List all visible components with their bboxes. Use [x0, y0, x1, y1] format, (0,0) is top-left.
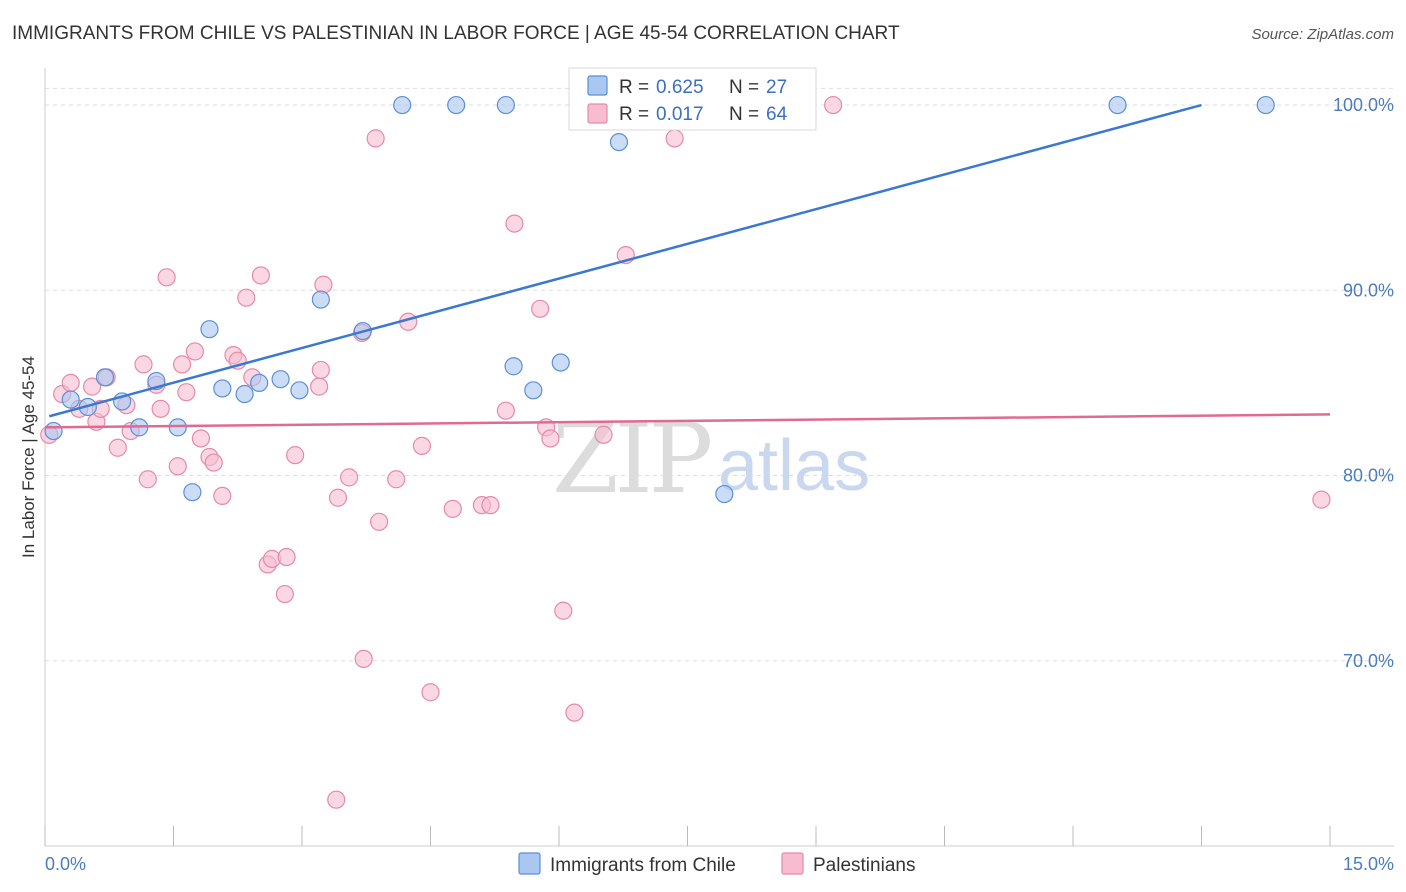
- palestinians-point-60: [665, 129, 684, 148]
- y-tick-label-80: 80.0%: [1343, 466, 1394, 486]
- palestinians-point-63: [1312, 490, 1331, 509]
- chile-trend-line: [48, 103, 1202, 418]
- chile-point-10: [213, 379, 232, 398]
- palestinians-point-62: [824, 95, 843, 115]
- chile-point-17: [393, 95, 412, 115]
- palestinians-point-15: [157, 268, 176, 287]
- series-legend-pal-swatch: [781, 852, 804, 875]
- palestinians-point-57: [565, 703, 584, 722]
- chart-source: Source: ZipAtlas.com: [1251, 26, 1394, 43]
- palestinians-point-37: [327, 790, 346, 809]
- chile-point-23: [609, 132, 629, 152]
- palestinians-point-2: [61, 373, 80, 393]
- legend-pal-n-label: N =: [729, 104, 759, 125]
- palestinians-point-43: [370, 512, 389, 531]
- legend-pal-r-label: R =: [619, 104, 649, 125]
- palestinians-point-42: [366, 129, 385, 148]
- palestinians-point-20: [191, 429, 211, 448]
- palestinians-point-38: [328, 488, 348, 507]
- chile-points: [44, 95, 1275, 504]
- chile-point-7: [168, 418, 187, 437]
- palestinians-point-8: [108, 438, 127, 457]
- palestinians-point-50: [481, 496, 500, 515]
- series-legend-pal-label: Palestinians: [813, 855, 915, 876]
- palestinians-point-18: [177, 383, 196, 402]
- palestinians-point-52: [505, 214, 524, 233]
- series-legend: Immigrants from Chile Palestinians: [518, 852, 915, 876]
- palestinians-point-47: [421, 683, 440, 702]
- x-axis-ticks: [44, 826, 1331, 846]
- palestinians-point-41: [354, 649, 373, 669]
- palestinians-point-36: [314, 275, 333, 294]
- palestinians-point-35: [311, 360, 330, 380]
- legend-chile-r-value: 0.625: [656, 77, 704, 98]
- palestinians-point-23: [213, 486, 232, 505]
- chile-point-18: [447, 95, 466, 115]
- chile-point-24: [715, 484, 734, 504]
- correlation-legend: R = 0.625 N = 27 R = 0.017 N = 64: [568, 67, 817, 131]
- palestinians-point-14: [151, 399, 170, 418]
- palestinians-point-22: [204, 453, 223, 472]
- legend-chile-n-value: 27: [766, 77, 787, 98]
- legend-pal-r-value: 0.017: [656, 104, 704, 125]
- chile-point-11: [235, 384, 254, 404]
- palestinians-point-33: [286, 446, 305, 465]
- chart-title: IMMIGRANTS FROM CHILE VS PALESTINIAN IN …: [12, 23, 900, 44]
- palestinians-point-19: [185, 342, 205, 361]
- chile-point-8: [183, 483, 202, 502]
- palestinians-point-4: [83, 377, 102, 396]
- chile-point-14: [290, 381, 309, 400]
- palestinians-point-12: [138, 470, 157, 489]
- palestinians-point-56: [554, 601, 573, 620]
- chile-point-26: [1256, 95, 1275, 115]
- y-axis-label: In Labor Force | Age 45-54: [19, 356, 38, 558]
- palestinians-point-32: [277, 547, 296, 567]
- palestinians-point-11: [134, 355, 153, 374]
- palestinians-point-46: [412, 436, 432, 455]
- x-tick-label-max: 15.0%: [1343, 854, 1394, 874]
- legend-pal-n-value: 64: [766, 104, 788, 125]
- y-tick-label-100: 100.0%: [1333, 95, 1394, 115]
- chile-point-25: [1108, 95, 1127, 115]
- x-tick-label-min: 0.0%: [45, 854, 86, 874]
- chile-point-13: [271, 370, 290, 389]
- palestinians-point-34: [310, 377, 329, 396]
- chile-point-9: [200, 320, 219, 339]
- palestinians-point-39: [340, 468, 359, 487]
- palestinians-point-16: [168, 457, 187, 476]
- chile-point-12: [250, 373, 269, 393]
- palestinians-point-31: [275, 584, 294, 604]
- y-axis-tick-labels: 70.0% 80.0% 90.0% 100.0%: [1333, 95, 1394, 671]
- palestinians-point-58: [594, 425, 613, 444]
- chile-point-1: [61, 390, 80, 409]
- watermark-atlas: atlas: [718, 426, 870, 506]
- legend-chile-swatch: [587, 75, 608, 96]
- palestinians-point-17: [172, 355, 192, 374]
- chile-point-0: [44, 421, 63, 441]
- y-tick-label-90: 90.0%: [1343, 280, 1394, 300]
- chile-point-22: [551, 353, 570, 372]
- chile-point-20: [504, 357, 523, 376]
- legend-chile-r-label: R =: [619, 77, 649, 98]
- palestinians-point-53: [531, 299, 550, 318]
- palestinians-point-48: [443, 499, 462, 518]
- legend-pal-swatch: [587, 103, 608, 124]
- legend-box: [568, 67, 817, 131]
- palestinians-point-26: [237, 288, 256, 307]
- palestinians-point-28: [251, 266, 270, 285]
- y-tick-label-70: 70.0%: [1343, 651, 1394, 671]
- series-legend-chile-label: Immigrants from Chile: [550, 855, 736, 876]
- chile-point-3: [95, 368, 115, 387]
- chile-point-15: [311, 290, 330, 309]
- palestinians-point-44: [387, 470, 406, 489]
- palestinians-point-51: [496, 401, 515, 420]
- palestinians-point-55: [541, 429, 560, 448]
- series-legend-chile-swatch: [518, 852, 541, 875]
- palestinians-trend-line: [44, 413, 1331, 429]
- chile-point-19: [496, 95, 515, 115]
- chile-point-21: [524, 381, 543, 400]
- legend-chile-n-label: N =: [729, 77, 759, 98]
